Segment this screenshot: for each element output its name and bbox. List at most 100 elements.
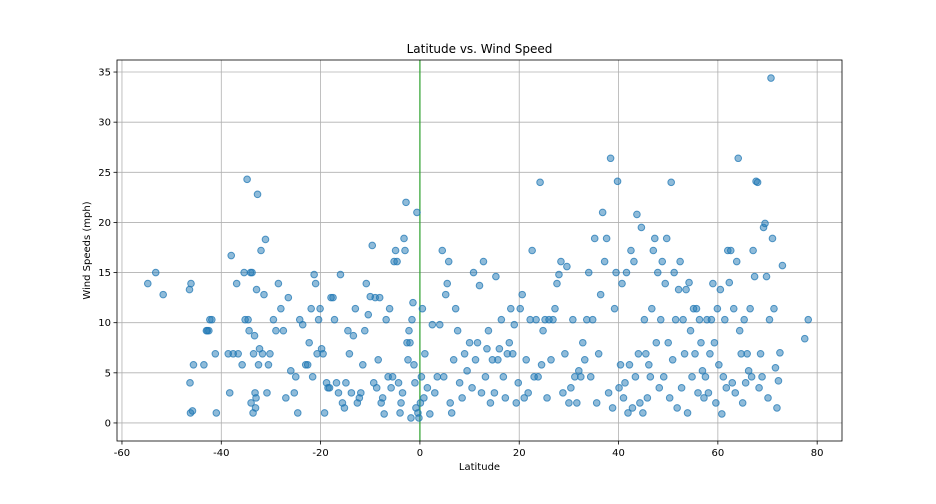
data-point <box>492 272 500 281</box>
data-point <box>761 219 769 228</box>
data-point <box>606 154 615 163</box>
data-point <box>741 379 750 387</box>
data-point <box>303 361 312 369</box>
data-point <box>413 208 421 217</box>
data-point <box>258 349 267 358</box>
x-tick-label: -40 <box>213 448 229 459</box>
data-point <box>477 389 486 397</box>
data-point <box>269 315 278 324</box>
data-point <box>744 367 753 375</box>
data-point <box>588 315 597 324</box>
data-point <box>642 349 650 358</box>
data-point <box>778 261 787 270</box>
data-point <box>368 241 377 250</box>
data-point <box>484 326 493 335</box>
x-tick-label: 80 <box>811 448 824 459</box>
data-point <box>667 178 675 187</box>
data-point <box>401 246 409 255</box>
data-point <box>446 399 455 407</box>
data-point <box>800 334 809 343</box>
x-tick-label: -20 <box>312 448 328 459</box>
data-point <box>298 320 307 329</box>
data-point <box>211 349 220 358</box>
data-point <box>473 338 482 347</box>
data-point <box>773 404 781 412</box>
data-point <box>631 373 640 381</box>
data-point <box>716 285 725 294</box>
data-point <box>400 234 408 243</box>
data-point <box>252 285 261 294</box>
data-point <box>758 373 766 381</box>
data-point <box>342 379 350 387</box>
data-point <box>250 331 259 340</box>
data-point <box>578 338 587 347</box>
data-point <box>314 315 323 324</box>
data-point <box>200 361 208 369</box>
data-point <box>608 404 617 412</box>
data-point <box>293 409 302 417</box>
data-point <box>616 361 625 369</box>
data-point <box>649 246 658 255</box>
data-point <box>284 293 293 302</box>
data-point <box>240 268 248 277</box>
data-point <box>264 361 273 369</box>
data-point <box>697 338 705 347</box>
data-point <box>624 409 632 417</box>
data-point <box>602 234 611 243</box>
data-point <box>186 379 194 387</box>
data-point <box>453 326 462 335</box>
data-point <box>187 279 195 288</box>
data-point <box>532 315 540 324</box>
data-point <box>691 349 699 358</box>
data-point <box>643 394 652 402</box>
data-point <box>668 355 677 364</box>
data-point <box>695 315 704 324</box>
data-point <box>728 379 737 387</box>
data-point <box>334 389 343 397</box>
data-point <box>439 373 448 381</box>
data-point <box>698 367 707 375</box>
gridlines <box>117 60 842 441</box>
data-point <box>471 355 480 364</box>
data-point <box>316 304 324 313</box>
data-point <box>405 326 413 335</box>
data-point <box>277 304 285 313</box>
data-point <box>765 315 774 324</box>
data-point <box>391 246 400 255</box>
data-point <box>680 349 689 358</box>
data-point <box>516 304 525 313</box>
data-point <box>310 270 318 279</box>
data-point <box>738 399 747 407</box>
data-point <box>305 338 313 347</box>
data-point <box>659 373 668 381</box>
data-point <box>349 331 358 340</box>
data-point <box>460 349 469 358</box>
data-point <box>447 409 456 417</box>
data-point <box>336 270 345 279</box>
data-point <box>700 394 708 402</box>
data-point <box>253 190 262 199</box>
data-point <box>188 407 197 415</box>
data-point <box>234 349 242 358</box>
data-point <box>212 409 221 417</box>
data-point <box>257 246 265 255</box>
data-point <box>534 373 542 381</box>
data-point <box>764 394 772 402</box>
data-point <box>743 349 751 358</box>
chart-title: Latitude vs. Wind Speed <box>407 42 553 56</box>
data-point <box>396 409 404 417</box>
data-point <box>618 279 626 288</box>
data-point <box>248 268 256 277</box>
data-point <box>707 315 716 324</box>
data-point <box>664 338 672 347</box>
data-point <box>465 338 474 347</box>
data-point <box>494 355 502 364</box>
data-point <box>661 279 670 288</box>
data-point <box>417 373 426 381</box>
data-point <box>189 361 198 369</box>
data-point <box>573 399 581 407</box>
y-tick-label: 15 <box>98 268 111 279</box>
data-point <box>372 384 381 392</box>
data-point <box>712 399 720 407</box>
data-point <box>671 315 680 324</box>
